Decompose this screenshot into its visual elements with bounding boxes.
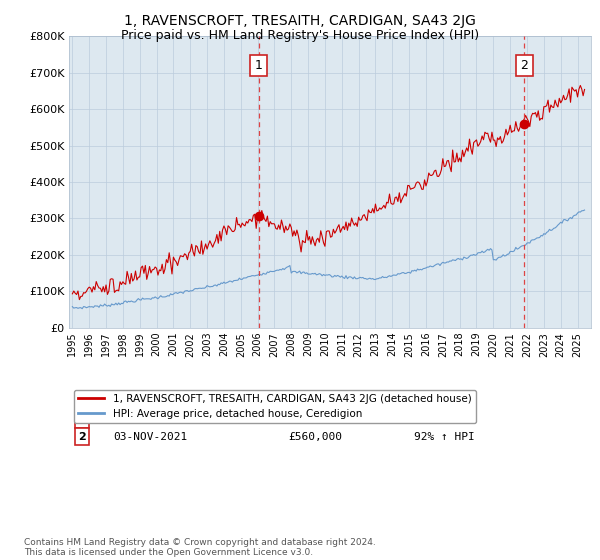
- Text: Price paid vs. HM Land Registry's House Price Index (HPI): Price paid vs. HM Land Registry's House …: [121, 29, 479, 42]
- Text: £306,000: £306,000: [288, 414, 342, 424]
- Text: Contains HM Land Registry data © Crown copyright and database right 2024.
This d: Contains HM Land Registry data © Crown c…: [24, 538, 376, 557]
- Text: 92% ↑ HPI: 92% ↑ HPI: [413, 432, 474, 442]
- Text: 1: 1: [78, 414, 86, 424]
- Text: 2: 2: [520, 59, 528, 72]
- Text: £560,000: £560,000: [288, 432, 342, 442]
- Text: 2: 2: [78, 432, 86, 442]
- Text: 26-JAN-2006: 26-JAN-2006: [113, 414, 188, 424]
- Text: 03-NOV-2021: 03-NOV-2021: [113, 432, 188, 442]
- Text: 57% ↑ HPI: 57% ↑ HPI: [413, 414, 474, 424]
- Text: 1, RAVENSCROFT, TRESAITH, CARDIGAN, SA43 2JG: 1, RAVENSCROFT, TRESAITH, CARDIGAN, SA43…: [124, 14, 476, 28]
- Text: 1: 1: [255, 59, 263, 72]
- Legend: 1, RAVENSCROFT, TRESAITH, CARDIGAN, SA43 2JG (detached house), HPI: Average pric: 1, RAVENSCROFT, TRESAITH, CARDIGAN, SA43…: [74, 390, 476, 423]
